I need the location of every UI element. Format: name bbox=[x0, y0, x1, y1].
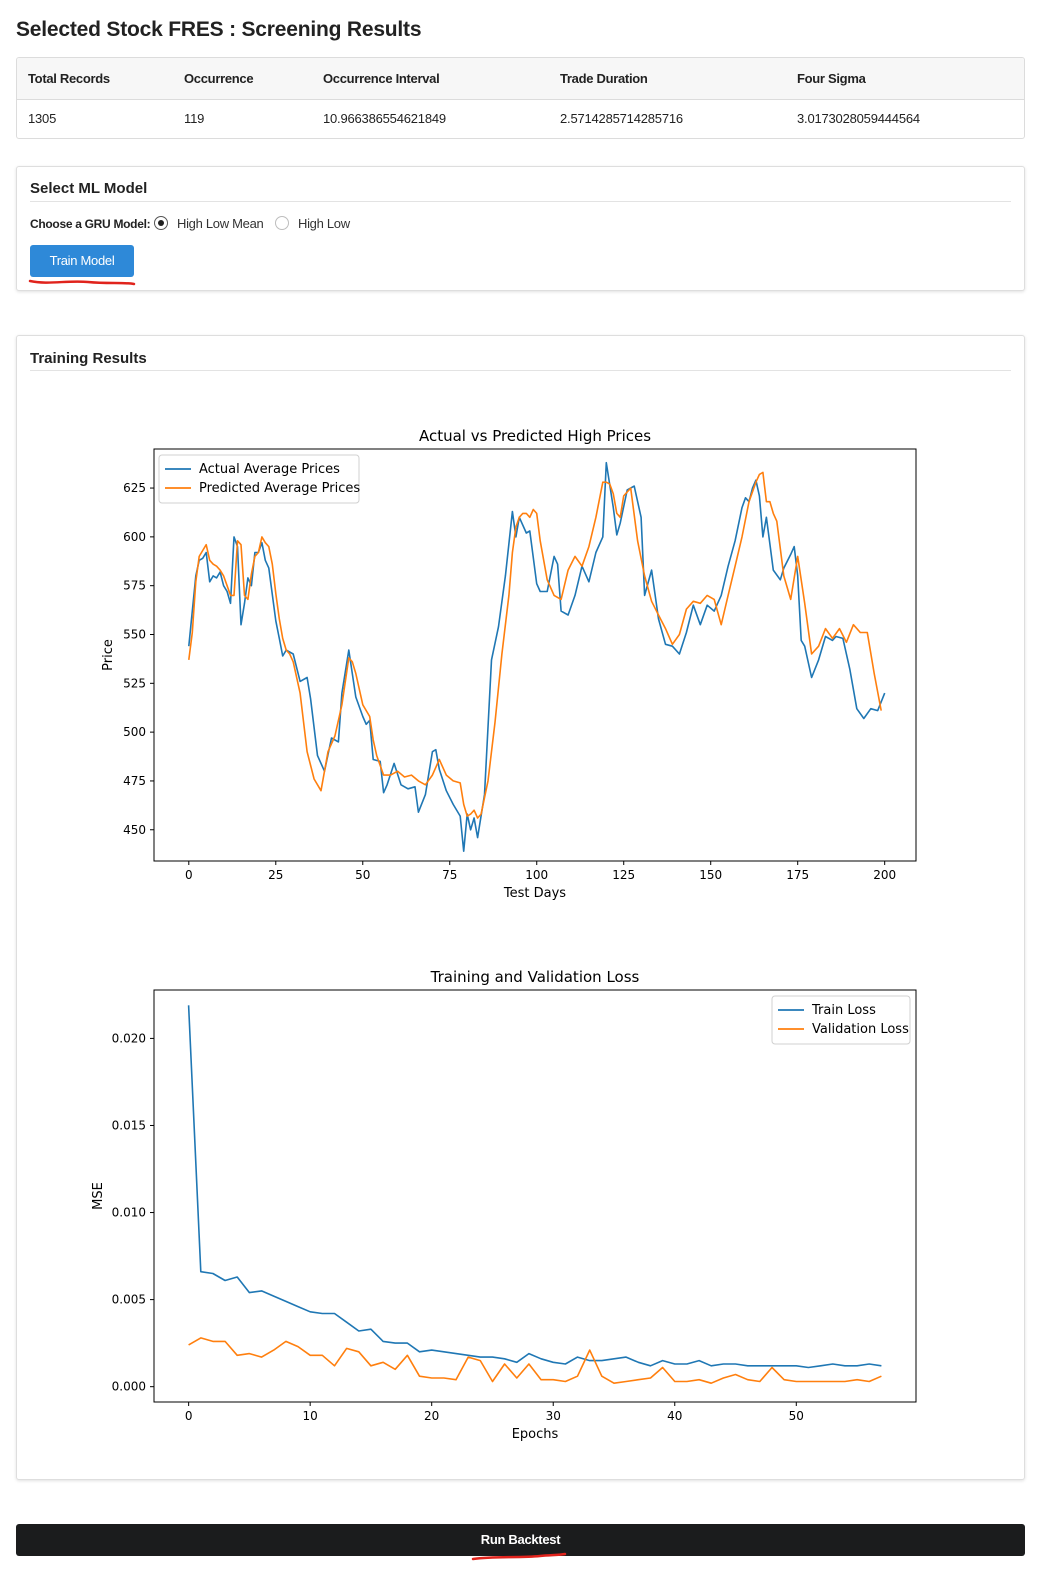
chart-title: Training and Validation Loss bbox=[430, 968, 640, 986]
x-tick-label: 125 bbox=[612, 868, 635, 882]
x-tick-label: 200 bbox=[873, 868, 896, 882]
radio-high-low-mean[interactable] bbox=[154, 216, 168, 230]
x-tick-label: 75 bbox=[442, 868, 457, 882]
y-tick-label: 500 bbox=[123, 725, 146, 739]
x-tick-label: 40 bbox=[667, 1409, 682, 1423]
plot-frame bbox=[153, 448, 917, 862]
stats-data-row: 1305 119 10.966386554621849 2.5714285714… bbox=[17, 100, 1024, 138]
legend-box bbox=[158, 454, 360, 504]
chart-legend: Actual Average Prices Predicted Average P… bbox=[158, 454, 360, 504]
value-occurrence-interval: 10.966386554621849 bbox=[323, 111, 446, 126]
model-card-title: Select ML Model bbox=[30, 180, 148, 197]
annotation-stroke bbox=[28, 279, 136, 286]
radio-high-low-label[interactable]: High Low bbox=[298, 216, 350, 231]
radio-high-low[interactable] bbox=[275, 216, 289, 230]
header-occurrence: Occurrence bbox=[184, 71, 254, 86]
x-tick-label: 150 bbox=[699, 868, 722, 882]
x-axis-label: Epochs bbox=[512, 1427, 559, 1442]
y-tick-label: 625 bbox=[123, 481, 146, 495]
y-tick-label: 0.020 bbox=[112, 1031, 146, 1045]
value-total-records: 1305 bbox=[28, 111, 57, 126]
x-tick-label: 100 bbox=[525, 868, 548, 882]
legend-label-1: Actual Average Prices bbox=[199, 462, 340, 477]
x-tick-label: 10 bbox=[303, 1409, 318, 1423]
results-card-divider bbox=[30, 370, 1011, 371]
value-four-sigma: 3.0173028059444564 bbox=[797, 111, 920, 126]
legend-box bbox=[771, 995, 911, 1045]
series-line-2 bbox=[188, 1337, 882, 1385]
y-tick-label: 0.000 bbox=[112, 1380, 146, 1394]
plot-frame bbox=[153, 989, 917, 1403]
x-tick-label: 50 bbox=[789, 1409, 804, 1423]
radio-high-low-mean-label[interactable]: High Low Mean bbox=[177, 216, 264, 231]
stats-header-row: Total Records Occurrence Occurrence Inte… bbox=[17, 58, 1024, 100]
y-tick-label: 0.010 bbox=[112, 1206, 146, 1220]
y-tick-label: 600 bbox=[123, 530, 146, 544]
series-line-2 bbox=[188, 471, 882, 819]
x-tick-label: 20 bbox=[424, 1409, 439, 1423]
train-button-underline-annotation bbox=[28, 279, 136, 286]
model-card-divider bbox=[30, 201, 1011, 202]
x-tick-label: 50 bbox=[355, 868, 370, 882]
train-model-button[interactable]: Train Model bbox=[30, 245, 134, 277]
stats-table: Total Records Occurrence Occurrence Inte… bbox=[16, 57, 1025, 139]
x-tick-label: 0 bbox=[185, 868, 193, 882]
header-occurrence-interval: Occurrence Interval bbox=[323, 71, 440, 86]
model-select-card: Select ML Model Choose a GRU Model: High… bbox=[16, 166, 1025, 291]
annotation-stroke bbox=[471, 1552, 567, 1561]
y-tick-label: 525 bbox=[123, 676, 146, 690]
legend-label-2: Validation Loss bbox=[812, 1022, 909, 1037]
y-tick-label: 575 bbox=[123, 579, 146, 593]
y-tick-label: 475 bbox=[123, 774, 146, 788]
y-tick-label: 450 bbox=[123, 823, 146, 837]
x-tick-label: 25 bbox=[268, 868, 283, 882]
results-card-title: Training Results bbox=[30, 350, 147, 367]
legend-label-2: Predicted Average Prices bbox=[199, 481, 360, 496]
run-backtest-button[interactable]: Run Backtest bbox=[16, 1524, 1025, 1556]
chart-legend: Train Loss Validation Loss bbox=[771, 995, 911, 1045]
y-axis-label: Price bbox=[101, 639, 116, 671]
training-results-card: Training Results bbox=[16, 335, 1025, 1480]
y-tick-label: 0.015 bbox=[112, 1118, 146, 1132]
page-title: Selected Stock FRES : Screening Results bbox=[16, 18, 422, 41]
y-tick-label: 0.005 bbox=[112, 1293, 146, 1307]
backtest-button-underline-annotation bbox=[471, 1552, 567, 1561]
header-total-records: Total Records bbox=[28, 71, 110, 86]
x-axis-label: Test Days bbox=[503, 886, 566, 901]
chart-title: Actual vs Predicted High Prices bbox=[419, 427, 651, 445]
legend-label-1: Train Loss bbox=[811, 1003, 876, 1018]
gru-model-label: Choose a GRU Model: bbox=[30, 217, 151, 231]
price-prediction-chart: Actual vs Predicted High Prices 0 25 50 75 10… bbox=[101, 427, 917, 901]
value-occurrence: 119 bbox=[184, 111, 205, 126]
y-axis-label: MSE bbox=[91, 1182, 106, 1210]
loss-chart: Training and Validation Loss 0 10 20 30 40 50 0… bbox=[91, 968, 917, 1442]
x-tick-label: 175 bbox=[786, 868, 809, 882]
series-line-1 bbox=[187, 1005, 882, 1369]
series-line-1 bbox=[188, 461, 886, 853]
header-four-sigma: Four Sigma bbox=[797, 71, 866, 86]
x-tick-label: 0 bbox=[185, 1409, 193, 1423]
y-tick-label: 550 bbox=[123, 627, 146, 641]
x-tick-label: 30 bbox=[546, 1409, 561, 1423]
header-trade-duration: Trade Duration bbox=[560, 71, 648, 86]
value-trade-duration: 2.5714285714285716 bbox=[560, 111, 683, 126]
